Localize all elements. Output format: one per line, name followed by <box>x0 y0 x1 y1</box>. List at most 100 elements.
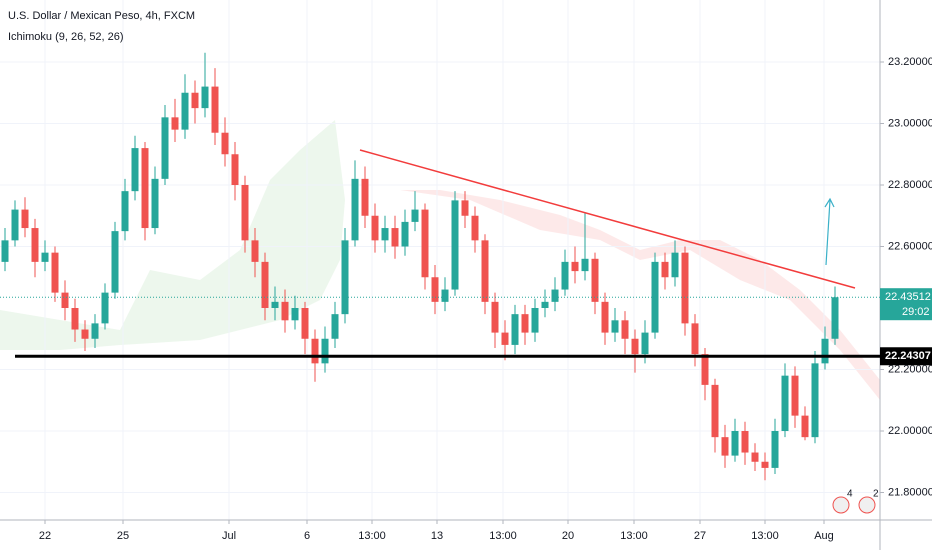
x-tick-label: 13 <box>431 530 443 542</box>
countdown-label: 29:02 <box>902 306 930 318</box>
candle-body <box>331 314 339 339</box>
candle-body <box>241 184 249 241</box>
candle-body <box>61 292 69 309</box>
candle-body <box>651 261 659 333</box>
candle-body <box>101 292 109 324</box>
candle-body <box>591 258 599 302</box>
candle-body <box>791 375 799 416</box>
candle-body <box>831 297 839 339</box>
candle-body <box>11 209 19 241</box>
plot <box>0 0 880 520</box>
candle-body <box>561 261 569 290</box>
support-label-box <box>880 347 932 366</box>
candle-body <box>551 289 559 302</box>
projection-arrow-head <box>824 197 835 208</box>
candle-body <box>391 228 399 247</box>
candle-body <box>31 228 39 262</box>
x-tick-label: Aug <box>814 530 834 542</box>
candle-body <box>191 92 199 109</box>
candle-body <box>321 338 329 364</box>
candle-body <box>471 215 479 241</box>
x-tick-label: 13:00 <box>489 530 517 542</box>
y-tick-label: 22.60000 <box>888 240 932 252</box>
candle-body <box>211 86 219 133</box>
candle-body <box>711 384 719 438</box>
candle-body <box>441 289 449 302</box>
candle-body <box>181 92 189 130</box>
candle-body <box>251 240 259 262</box>
candle-body <box>201 86 209 109</box>
candle-body <box>641 332 649 355</box>
candle-body <box>801 415 809 438</box>
candle-body <box>81 329 89 339</box>
candle-body <box>411 209 419 222</box>
candle-body <box>491 301 499 333</box>
y-tick-label: 23.20000 <box>888 56 932 68</box>
ichimoku-cloud-green <box>0 120 345 350</box>
candle-body <box>821 338 829 364</box>
candle-body <box>261 261 269 309</box>
ichimoku-cloud-red <box>400 190 880 400</box>
current-price-label: 22.43512 <box>885 291 931 303</box>
y-tick-label: 21.80000 <box>888 486 932 498</box>
candle-body <box>371 215 379 241</box>
candle-body <box>221 132 229 155</box>
event-flag[interactable] <box>832 496 850 514</box>
candle-body <box>511 314 519 345</box>
candle-body <box>631 338 639 355</box>
candle-body <box>521 314 529 333</box>
candle-body <box>1 240 9 262</box>
candle-body <box>691 323 699 355</box>
candle-body <box>541 301 549 309</box>
candle-body <box>381 228 389 241</box>
candle-body <box>21 209 29 229</box>
y-tick-label: 22.00000 <box>888 425 932 437</box>
x-tick-label: 20 <box>562 530 574 542</box>
candle-body <box>71 308 79 330</box>
chart-title: U.S. Dollar / Mexican Peso, 4h, FXCM <box>8 10 195 22</box>
candle-body <box>341 240 349 315</box>
candle-body <box>401 221 409 247</box>
candle-body <box>671 252 679 278</box>
candle-body <box>351 178 359 241</box>
candle-body <box>51 252 59 293</box>
candle-body <box>621 320 629 339</box>
candle-body <box>131 148 139 192</box>
indicator-label: Ichimoku (9, 26, 52, 26) <box>8 31 124 43</box>
trend-line <box>359 149 856 289</box>
candle-body <box>161 117 169 179</box>
y-tick-label: 23.00000 <box>888 117 932 129</box>
candle-body <box>271 301 279 309</box>
candle-body <box>41 252 49 262</box>
y-tick-label: 22.20000 <box>888 363 932 375</box>
candle-body <box>701 354 709 385</box>
candle-body <box>301 308 309 339</box>
candle-body <box>461 200 469 216</box>
candle-body <box>451 200 459 290</box>
candle-body <box>361 178 369 216</box>
candle-body <box>111 231 119 293</box>
x-tick-label: 13:00 <box>751 530 779 542</box>
y-tick-label: 22.80000 <box>888 179 932 191</box>
support-label: 22.24307 <box>885 350 931 362</box>
x-tick-label: 13:00 <box>620 530 648 542</box>
candle-body <box>811 363 819 438</box>
event-flag[interactable] <box>858 496 876 514</box>
event-flags: 4 2 <box>832 489 879 514</box>
candle-body <box>281 301 289 321</box>
candle-body <box>721 437 729 456</box>
x-tick-label: 22 <box>39 530 51 542</box>
candle-body <box>681 252 689 324</box>
x-tick-label: 25 <box>117 530 129 542</box>
candle-body <box>501 332 509 345</box>
price-label-box <box>880 288 932 321</box>
candle-body <box>141 148 149 229</box>
x-tick-label: 27 <box>694 530 706 542</box>
candle-body <box>231 154 239 185</box>
candle-body <box>661 261 669 278</box>
candle-body <box>151 178 159 229</box>
event-count: 4 <box>847 489 853 500</box>
